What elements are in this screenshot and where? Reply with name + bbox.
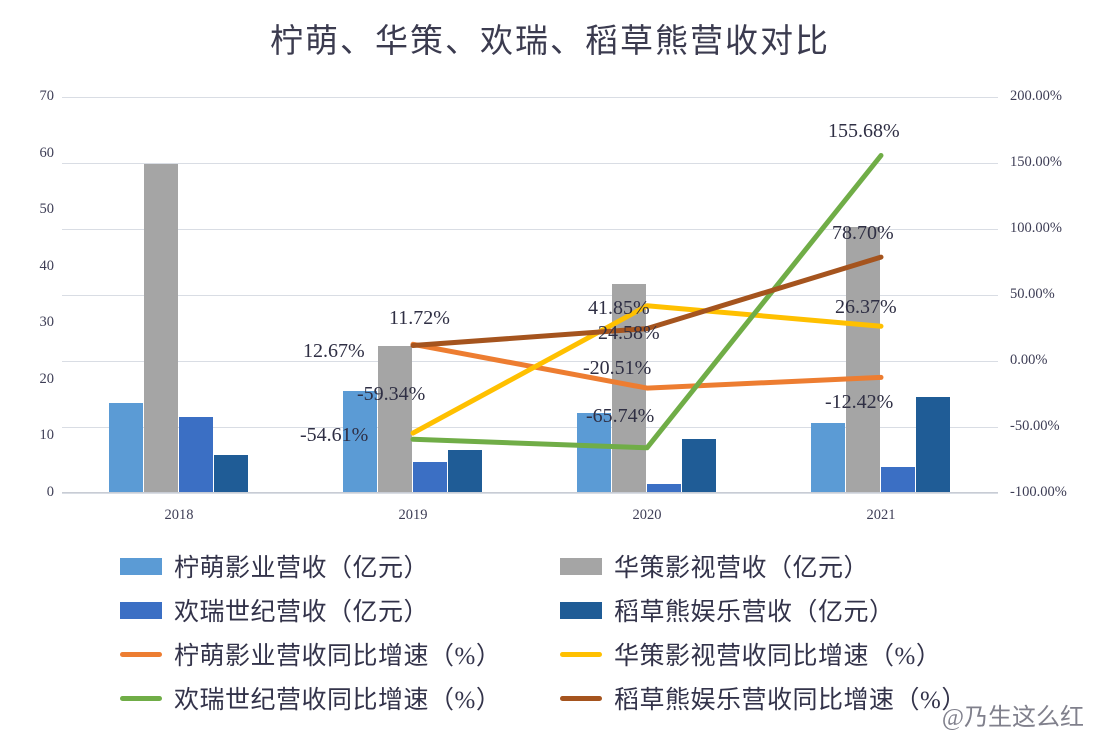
bar [810, 422, 845, 493]
legend-bar-swatch-icon [120, 601, 162, 619]
data-label: 24.58% [598, 322, 660, 344]
data-label: 26.37% [835, 296, 897, 318]
y-axis-right-tick: -50.00% [1010, 418, 1060, 434]
legend-item[interactable]: 欢瑞世纪营收同比增速（%） [120, 680, 501, 716]
bar [916, 396, 951, 493]
bar [448, 450, 483, 493]
bar [413, 462, 448, 493]
y-axis-left-tick: 60 [39, 144, 55, 161]
legend-item[interactable]: 欢瑞世纪营收（亿元） [120, 592, 429, 628]
data-label: -65.74% [586, 405, 655, 427]
axis-baseline [62, 492, 998, 493]
y-axis-left-tick: 0 [46, 484, 54, 500]
gridline [62, 163, 998, 164]
data-label: -20.51% [583, 357, 652, 379]
bar [179, 417, 214, 493]
y-axis-right-tick: -100.00% [1010, 484, 1067, 500]
bar [647, 483, 682, 493]
legend-bar-swatch-icon [120, 557, 162, 575]
data-label: -59.34% [357, 383, 426, 405]
data-label: 78.70% [832, 222, 894, 244]
y-axis-left-tick: 30 [39, 314, 55, 331]
data-label: 155.68% [828, 120, 900, 142]
y-axis-left-tick: 20 [39, 370, 55, 387]
legend-item-label: 华策影视营收同比增速（%） [614, 643, 942, 670]
y-axis-left-tick: 40 [39, 257, 55, 274]
legend-bar-swatch-icon [560, 601, 602, 619]
y-axis-right-tick: 100.00% [1010, 220, 1062, 236]
legend-item[interactable]: 稻草熊娱乐营收同比增速（%） [560, 680, 967, 716]
legend-item-label: 欢瑞世纪营收（亿元） [174, 599, 430, 626]
x-axis-tick: 2019 [398, 507, 428, 523]
x-axis-tick: 2018 [164, 507, 194, 523]
legend-line-swatch-icon [560, 651, 602, 657]
legend-line-swatch-icon [120, 651, 162, 657]
legend-item-label: 柠萌影业营收（亿元） [174, 555, 430, 582]
chart-title: 柠萌、华策、欢瑞、稻草熊营收对比 [270, 24, 830, 60]
x-axis-tick: 2020 [632, 507, 662, 523]
gridline [62, 493, 998, 494]
x-axis-tick: 2021 [866, 507, 896, 523]
plot-area [62, 97, 998, 494]
bar [845, 227, 880, 493]
data-label: -54.61% [300, 424, 369, 446]
legend-line-swatch-icon [560, 695, 602, 701]
bar [108, 402, 143, 493]
y-axis-right-tick: 50.00% [1010, 286, 1055, 302]
data-label: -12.42% [825, 391, 894, 413]
legend-item[interactable]: 华策影视营收（亿元） [560, 548, 869, 584]
legend-item-label: 稻草熊娱乐营收同比增速（%） [614, 687, 967, 714]
legend-item-label: 华策影视营收（亿元） [614, 555, 870, 582]
bar [342, 391, 377, 493]
bar [214, 454, 249, 493]
legend-item[interactable]: 稻草熊娱乐营收（亿元） [560, 592, 895, 628]
bar [881, 466, 916, 493]
data-label: 11.72% [389, 307, 450, 329]
chart-legend: 柠萌影业营收（亿元） 华策影视营收（亿元） 欢瑞世纪营收（亿元） 稻草熊娱乐营收（亿元… [120, 548, 1000, 728]
data-label: 12.67% [303, 340, 365, 362]
y-axis-right-tick: 0.00% [1010, 352, 1048, 368]
bar [682, 438, 717, 493]
legend-line-swatch-icon [120, 695, 162, 701]
y-axis-right-tick: 150.00% [1010, 154, 1062, 170]
legend-item-label: 稻草熊娱乐营收（亿元） [614, 599, 895, 626]
legend-item-label: 柠萌影业营收同比增速（%） [174, 643, 502, 670]
legend-item[interactable]: 华策影视营收同比增速（%） [560, 636, 941, 672]
y-axis-left-tick: 10 [39, 427, 55, 444]
y-axis-left-tick: 50 [39, 201, 55, 218]
legend-item-label: 欢瑞世纪营收同比增速（%） [174, 687, 502, 714]
bar [377, 345, 412, 493]
gridline [62, 97, 998, 98]
legend-item[interactable]: 柠萌影业营收（亿元） [120, 548, 429, 584]
y-axis-left-tick: 70 [39, 88, 55, 104]
bar [143, 163, 178, 493]
y-axis-right-tick: 200.00% [1010, 88, 1062, 104]
data-label: 41.85% [588, 297, 650, 319]
legend-item[interactable]: 柠萌影业营收同比增速（%） [120, 636, 501, 672]
legend-bar-swatch-icon [560, 557, 602, 575]
watermark: @乃生这么红 [941, 705, 1084, 731]
